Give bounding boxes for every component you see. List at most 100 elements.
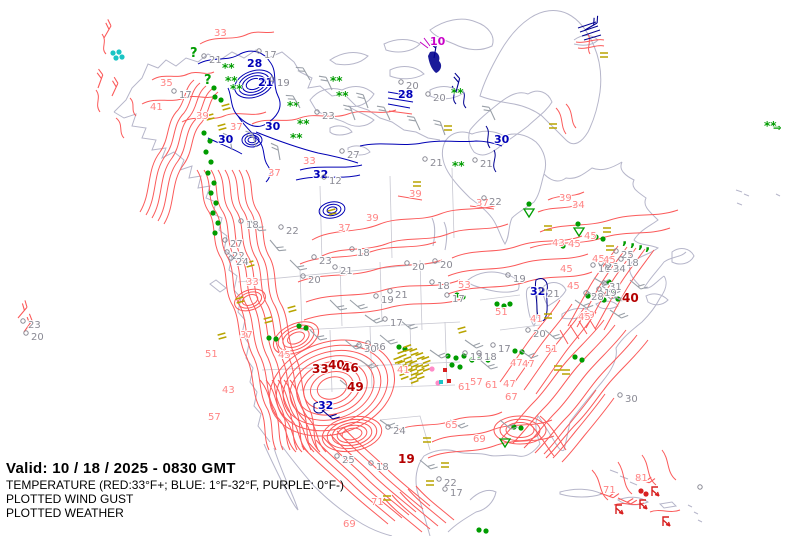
- svg-text:30: 30: [494, 133, 510, 146]
- svg-text:27: 27: [347, 150, 360, 161]
- svg-text:41: 41: [150, 102, 163, 113]
- svg-text:45: 45: [603, 255, 616, 266]
- svg-text:45: 45: [560, 264, 573, 275]
- svg-text:31: 31: [609, 282, 622, 293]
- svg-text:22: 22: [232, 251, 245, 262]
- svg-text:28: 28: [398, 88, 413, 101]
- svg-text:**: **: [225, 74, 238, 88]
- svg-text:18: 18: [376, 462, 389, 473]
- svg-text:33: 33: [246, 277, 259, 288]
- svg-text:23: 23: [28, 320, 41, 331]
- svg-text:41: 41: [397, 365, 410, 376]
- svg-text:51: 51: [495, 307, 508, 318]
- svg-text:67: 67: [505, 392, 518, 403]
- svg-text:33: 33: [214, 28, 227, 39]
- svg-text:30: 30: [625, 394, 638, 405]
- svg-text:37: 37: [338, 223, 351, 234]
- weather-legend-line: PLOTTED WEATHER: [6, 506, 124, 520]
- svg-text:22: 22: [286, 226, 299, 237]
- svg-text:40: 40: [622, 291, 639, 305]
- svg-text:18: 18: [437, 281, 450, 292]
- svg-text:21: 21: [209, 55, 222, 66]
- svg-text:32: 32: [313, 168, 328, 181]
- svg-text:37: 37: [476, 198, 489, 209]
- svg-text:69: 69: [343, 519, 356, 530]
- svg-text:69: 69: [473, 434, 486, 445]
- svg-text:28: 28: [247, 57, 262, 70]
- svg-text:**: **: [336, 89, 349, 103]
- svg-text:25: 25: [342, 455, 355, 466]
- svg-text:71: 71: [371, 497, 384, 508]
- svg-text:20: 20: [406, 81, 419, 92]
- svg-text:**: **: [222, 61, 235, 75]
- svg-text:**: **: [764, 119, 777, 133]
- temperature-legend-line: TEMPERATURE (RED:33°F+; BLUE: 1°F-32°F, …: [6, 477, 345, 492]
- svg-text:17: 17: [450, 488, 463, 499]
- svg-text:,: ,: [630, 234, 635, 250]
- svg-text:23: 23: [319, 256, 332, 267]
- svg-text:45: 45: [578, 312, 591, 323]
- svg-text:32: 32: [318, 399, 333, 412]
- svg-text:39: 39: [559, 193, 572, 204]
- svg-text:20: 20: [440, 260, 453, 271]
- svg-text:57: 57: [208, 412, 221, 423]
- svg-text:20: 20: [533, 329, 546, 340]
- svg-text:20: 20: [433, 93, 446, 104]
- svg-text:23: 23: [606, 262, 619, 273]
- svg-text:⇒: ⇒: [773, 123, 781, 134]
- svg-text:35: 35: [160, 78, 173, 89]
- svg-text:37: 37: [240, 330, 253, 341]
- svg-text:30: 30: [218, 133, 234, 146]
- svg-text:47: 47: [522, 359, 535, 370]
- svg-text:33: 33: [303, 156, 316, 167]
- svg-text:45: 45: [568, 239, 581, 250]
- svg-text:12: 12: [329, 176, 342, 187]
- svg-text:43: 43: [552, 238, 565, 249]
- svg-text:81: 81: [635, 473, 648, 484]
- svg-text:20: 20: [308, 275, 321, 286]
- svg-text:17: 17: [179, 90, 192, 101]
- svg-text:30: 30: [265, 120, 281, 133]
- svg-text:34: 34: [613, 264, 626, 275]
- svg-text:39: 39: [409, 189, 422, 200]
- svg-text:19: 19: [277, 78, 290, 89]
- svg-text:33: 33: [312, 362, 329, 376]
- svg-text:40: 40: [328, 358, 345, 372]
- svg-text:49: 49: [582, 310, 595, 321]
- svg-text:47: 47: [510, 358, 523, 369]
- svg-text:28: 28: [591, 292, 604, 303]
- map-legend: Valid: 10 / 18 / 2025 - 0830 GMT TEMPERA…: [6, 460, 344, 520]
- svg-text:45: 45: [278, 350, 291, 361]
- svg-text:16: 16: [598, 264, 611, 275]
- svg-text:19: 19: [398, 452, 415, 466]
- svg-text:61: 61: [485, 380, 498, 391]
- svg-text:61: 61: [458, 382, 471, 393]
- wind-gust-legend-line: PLOTTED WIND GUST: [6, 491, 134, 506]
- svg-text:24: 24: [236, 257, 249, 268]
- svg-text:,: ,: [645, 238, 650, 254]
- svg-text:51: 51: [205, 349, 218, 360]
- svg-text:,: ,: [638, 236, 643, 252]
- svg-text:**: **: [290, 131, 303, 145]
- svg-text:45: 45: [567, 281, 580, 292]
- svg-text:39: 39: [366, 213, 379, 224]
- svg-text:?: ?: [190, 46, 198, 61]
- svg-text:51: 51: [545, 344, 558, 355]
- svg-text:21: 21: [430, 158, 443, 169]
- svg-text:17: 17: [498, 344, 511, 355]
- svg-text:41: 41: [530, 314, 543, 325]
- svg-text:57: 57: [470, 377, 483, 388]
- svg-text:45: 45: [592, 254, 605, 265]
- svg-text:**: **: [452, 159, 465, 173]
- svg-text:23: 23: [322, 111, 335, 122]
- svg-text:13: 13: [470, 352, 483, 363]
- svg-text:22: 22: [444, 478, 457, 489]
- svg-text:46: 46: [342, 361, 359, 375]
- svg-text:20: 20: [31, 332, 44, 343]
- svg-text:21: 21: [395, 290, 408, 301]
- svg-text:**: **: [451, 86, 464, 100]
- svg-text:17: 17: [452, 294, 465, 305]
- svg-text:18: 18: [246, 220, 259, 231]
